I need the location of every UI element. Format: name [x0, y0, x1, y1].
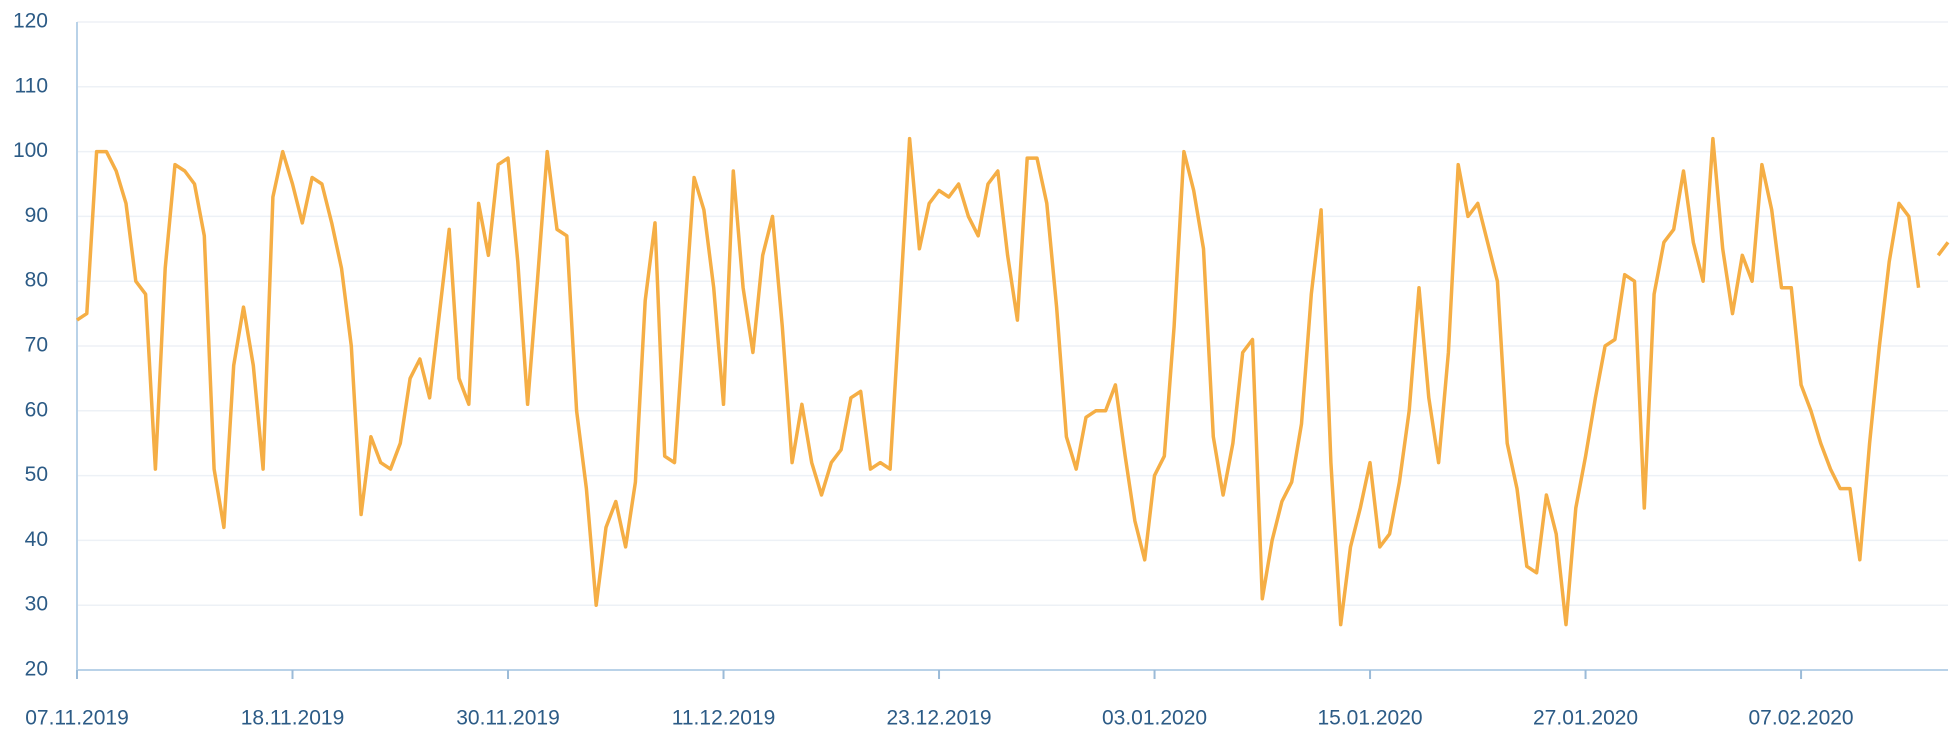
- y-tick-label: 100: [13, 139, 48, 162]
- y-tick-label: 30: [25, 593, 48, 616]
- x-tick-label: 03.01.2020: [1102, 707, 1207, 730]
- y-tick-label: 50: [25, 463, 48, 486]
- x-tick-label: 18.11.2019: [241, 707, 345, 730]
- y-tick-label: 20: [25, 658, 48, 681]
- y-tick-label: 120: [13, 10, 48, 33]
- line-series: [76, 136, 1950, 627]
- x-tick-label: 27.01.2020: [1533, 707, 1638, 730]
- y-tick-label: 70: [25, 334, 48, 357]
- y-tick-label: 90: [25, 204, 48, 227]
- y-tick-label: 60: [25, 398, 48, 421]
- x-tick-label: 15.01.2020: [1317, 707, 1422, 730]
- y-tick-label: 110: [15, 74, 48, 97]
- x-tick-label: 23.12.2019: [886, 707, 991, 730]
- x-tick-label: 07.02.2020: [1749, 707, 1854, 730]
- y-tick-label: 40: [25, 528, 48, 551]
- x-tick-label: 07.11.2019: [25, 707, 129, 730]
- y-tick-label: 80: [25, 269, 48, 292]
- x-tick-label: 11.12.2019: [672, 707, 776, 730]
- x-tick-label: 30.11.2019: [456, 707, 560, 730]
